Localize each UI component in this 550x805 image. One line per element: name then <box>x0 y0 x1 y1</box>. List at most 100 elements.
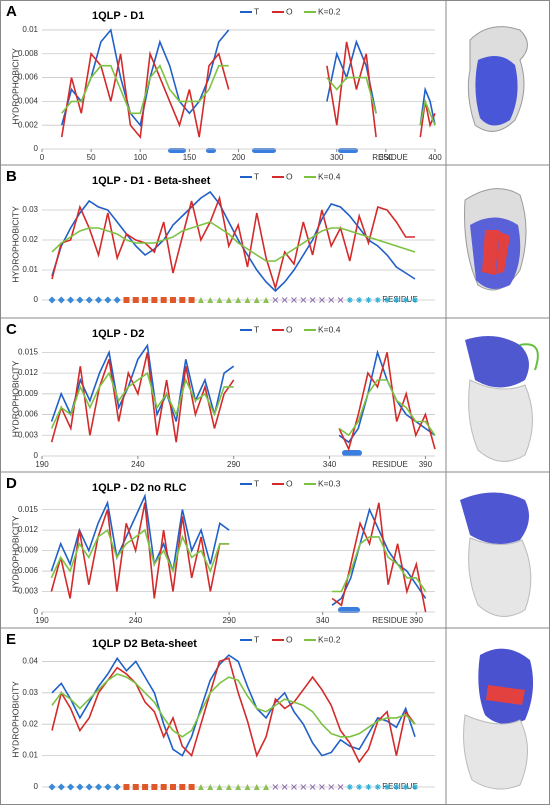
structure-marker <box>113 783 121 791</box>
structure-marker <box>272 784 279 790</box>
structure-marker <box>319 297 325 303</box>
legend-label: O <box>286 478 293 488</box>
x-axis-label: RESIDUE <box>372 616 408 625</box>
structure-marker <box>67 783 75 791</box>
y-tick-label: 0 <box>34 144 39 153</box>
structure-marker <box>402 297 409 303</box>
structure-marker <box>160 784 167 790</box>
structure-marker <box>346 297 353 303</box>
structure-marker <box>76 296 84 304</box>
structure-marker <box>123 784 130 790</box>
y-tick-label: 0.012 <box>18 525 39 534</box>
structure-marker <box>225 784 232 790</box>
panel-label: E <box>6 631 16 648</box>
y-tick-label: 0 <box>34 451 39 460</box>
structure-marker <box>300 784 307 790</box>
structure-marker <box>393 784 400 790</box>
structure-marker <box>113 296 121 304</box>
structure-marker <box>235 784 242 790</box>
structure-marker <box>151 297 158 303</box>
legend-label: O <box>286 634 293 644</box>
structure-marker <box>291 297 297 303</box>
structure-marker <box>384 297 391 303</box>
structure-marker <box>85 296 93 304</box>
structure-marker <box>170 297 176 303</box>
structure-marker <box>95 296 103 304</box>
structure-marker <box>67 296 75 304</box>
structure-marker <box>374 784 381 790</box>
y-tick-label: 0.006 <box>18 410 39 419</box>
chart-title: 1QLP - D2 no RLC <box>92 482 187 494</box>
structure-marker <box>216 784 223 790</box>
structure-marker <box>142 784 149 790</box>
structure-marker <box>337 784 344 790</box>
series-line <box>60 41 436 140</box>
y-tick-label: 0.002 <box>18 120 39 129</box>
y-tick-label: 0.006 <box>18 73 39 82</box>
structure-marker <box>384 784 391 790</box>
x-axis-label: RESIDUE <box>372 460 408 469</box>
secondary-structure-arrows <box>168 148 362 613</box>
y-tick-label: 0.01 <box>22 265 38 274</box>
structure-marker <box>57 783 65 791</box>
y-tick-label: 0.012 <box>18 368 39 377</box>
chart-title: 1QLP D2 Beta-sheet <box>92 638 197 650</box>
structure-marker <box>132 297 139 303</box>
chart-title: 1QLP - D2 <box>92 328 144 340</box>
series-line <box>50 493 427 606</box>
structure-marker <box>346 784 353 790</box>
y-tick-label: 0.003 <box>18 587 39 596</box>
structure-marker <box>356 784 363 790</box>
structure-marker <box>328 784 335 790</box>
structure-marker <box>151 784 158 790</box>
structure-marker <box>132 784 139 790</box>
structure-marker <box>207 297 214 303</box>
y-tick-label: 0 <box>34 607 39 616</box>
x-tick-label: 200 <box>232 153 246 162</box>
structure-marker <box>48 296 56 304</box>
structure-marker <box>328 297 335 303</box>
structure-marker <box>95 783 103 791</box>
panel-label: B <box>6 168 17 185</box>
x-tick-label: 50 <box>87 153 96 162</box>
structure-marker <box>365 297 372 303</box>
structure-marker <box>225 297 232 303</box>
y-tick-label: 0 <box>34 295 39 304</box>
structure-marker <box>281 297 288 303</box>
y-tick-label: 0.015 <box>18 347 39 356</box>
structure-marker <box>244 297 251 303</box>
y-tick-label: 0.03 <box>22 205 38 214</box>
legend-label: K=0.3 <box>318 478 341 488</box>
x-tick-label: 190 <box>35 616 49 625</box>
structure-marker <box>253 297 260 303</box>
structure-marker <box>57 296 65 304</box>
structure-marker <box>412 297 418 303</box>
x-tick-label: 390 <box>410 616 424 625</box>
x-tick-label: 240 <box>129 616 143 625</box>
panel-label: C <box>6 321 17 338</box>
structure-marker <box>300 297 307 303</box>
structure-marker <box>374 297 381 303</box>
series-line <box>51 190 416 293</box>
y-tick-label: 0.009 <box>18 546 39 555</box>
x-tick-label: 300 <box>330 153 344 162</box>
y-axis-label: HYDROPHOBICITY <box>10 681 20 758</box>
x-tick-label: 0 <box>40 153 45 162</box>
structure-marker <box>309 784 316 790</box>
structure-marker <box>123 297 130 303</box>
series-line <box>50 528 427 593</box>
structure-marker <box>48 783 56 791</box>
legend-label: O <box>286 6 293 16</box>
structure-marker <box>170 784 176 790</box>
structure-marker <box>235 297 242 303</box>
x-tick-label: 340 <box>316 616 330 625</box>
structure-marker <box>309 297 316 303</box>
series-line <box>50 502 427 613</box>
y-tick-label: 0.008 <box>18 49 39 58</box>
y-tick-label: 0 <box>34 782 39 791</box>
structure-marker <box>263 784 270 790</box>
series-line <box>51 195 415 291</box>
y-tick-label: 0.01 <box>22 25 38 34</box>
structure-marker <box>188 297 195 303</box>
